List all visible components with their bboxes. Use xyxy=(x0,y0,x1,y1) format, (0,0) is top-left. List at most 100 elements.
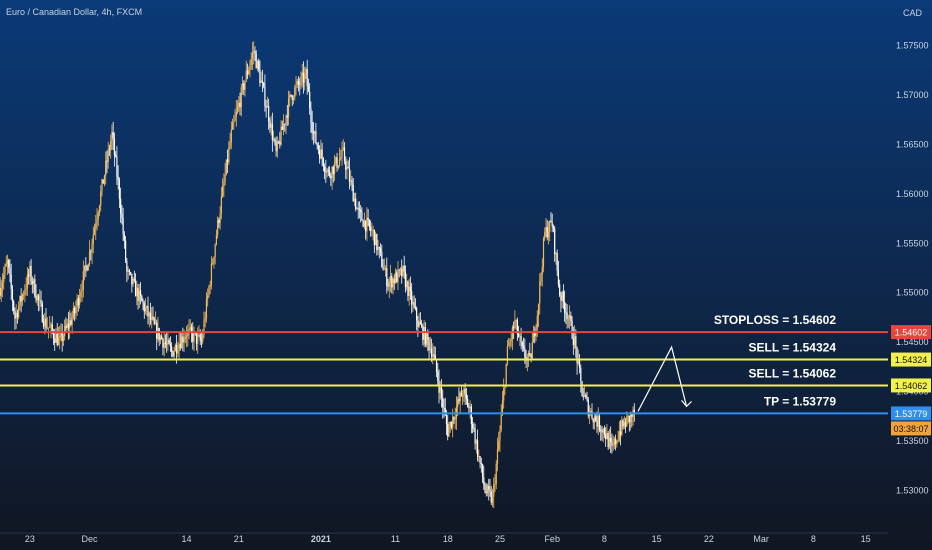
candle-body xyxy=(600,429,602,431)
candle xyxy=(77,294,79,312)
candle xyxy=(336,152,338,172)
candle xyxy=(243,80,245,96)
candle xyxy=(450,421,453,430)
candle xyxy=(443,398,445,418)
candle xyxy=(0,279,2,303)
candle xyxy=(418,312,420,329)
candle xyxy=(302,61,305,94)
candle xyxy=(532,325,535,344)
candle-body xyxy=(311,122,313,133)
candle-body xyxy=(118,180,120,199)
candle-body xyxy=(117,176,119,181)
candle xyxy=(256,59,259,72)
candle xyxy=(624,417,627,434)
candle xyxy=(15,304,17,329)
candle-body xyxy=(546,227,548,238)
symbol-title[interactable]: Euro / Canadian Dollar, 4h, FXCM xyxy=(6,7,142,17)
sell-2-label: SELL = 1.54062 xyxy=(748,366,836,380)
candle-body xyxy=(506,346,509,364)
candle-body xyxy=(391,276,393,288)
candle xyxy=(222,178,224,198)
candle-body xyxy=(404,271,407,288)
candle xyxy=(149,302,152,325)
candle xyxy=(187,324,189,347)
candle xyxy=(322,157,324,172)
candle-body xyxy=(402,265,404,276)
candle xyxy=(591,403,593,420)
candle xyxy=(166,332,168,353)
candle xyxy=(403,255,405,279)
candle xyxy=(629,411,632,431)
candle-body xyxy=(360,209,362,212)
candle-body xyxy=(423,327,425,340)
candle xyxy=(223,173,225,197)
candle xyxy=(122,207,124,241)
candle xyxy=(393,274,395,291)
candle-body xyxy=(345,161,347,170)
candle-body xyxy=(470,406,472,424)
candle xyxy=(11,285,14,312)
candle xyxy=(19,295,21,311)
candle xyxy=(350,170,352,187)
candle-body xyxy=(536,315,538,329)
time-tick-label: 11 xyxy=(391,534,400,544)
candle xyxy=(137,283,139,310)
candle-body xyxy=(478,456,480,457)
candle-body xyxy=(331,166,333,179)
candle xyxy=(306,59,308,95)
candle xyxy=(192,322,194,350)
candle-body xyxy=(138,290,140,302)
candle xyxy=(449,421,451,433)
candle-body xyxy=(40,299,42,304)
candle-body xyxy=(581,381,583,396)
candle xyxy=(309,82,311,115)
price-axis[interactable]: 1.530001.535001.540001.545001.550001.555… xyxy=(888,0,932,550)
candle xyxy=(282,114,285,136)
candle xyxy=(57,326,60,346)
candle xyxy=(264,74,266,112)
candle xyxy=(428,337,430,360)
candle-body xyxy=(377,247,379,251)
candle-body xyxy=(244,81,246,90)
candle xyxy=(97,210,99,227)
candle xyxy=(121,204,123,225)
candle-body xyxy=(454,418,456,420)
candle-body xyxy=(310,108,312,123)
candle-body xyxy=(161,336,163,340)
projection-path[interactable] xyxy=(637,345,688,412)
candle xyxy=(102,179,104,184)
candle-body xyxy=(292,97,295,100)
candle xyxy=(621,416,623,437)
candle xyxy=(556,249,558,276)
candle-body xyxy=(172,351,174,357)
candle-body xyxy=(603,428,606,435)
candle-body xyxy=(598,416,601,430)
candle-body xyxy=(277,141,280,143)
candle-body xyxy=(169,343,171,347)
candle-body xyxy=(330,175,332,179)
candle xyxy=(586,391,588,402)
candle-body xyxy=(611,441,613,446)
candle-body xyxy=(499,429,501,442)
sell-2-price-badge xyxy=(891,378,931,393)
candle-body xyxy=(430,348,433,357)
candle xyxy=(575,329,577,358)
candle xyxy=(100,184,102,212)
candle-body xyxy=(25,288,27,291)
candle xyxy=(91,238,93,265)
candle xyxy=(32,278,35,294)
candle-body xyxy=(315,131,317,144)
candle-body xyxy=(66,323,68,328)
time-axis[interactable]: 23 Dec 14 21 2021 11 18 25 Feb 8 15 22 Mar 8 15 xyxy=(0,532,888,544)
candle-body xyxy=(304,73,306,83)
candle-body xyxy=(21,294,23,302)
candle-body xyxy=(270,123,272,128)
candle xyxy=(585,392,587,400)
candle-body xyxy=(98,205,101,214)
candle xyxy=(623,416,625,430)
candle xyxy=(552,224,555,233)
price-scale[interactable] xyxy=(888,0,932,550)
candle xyxy=(605,427,607,447)
